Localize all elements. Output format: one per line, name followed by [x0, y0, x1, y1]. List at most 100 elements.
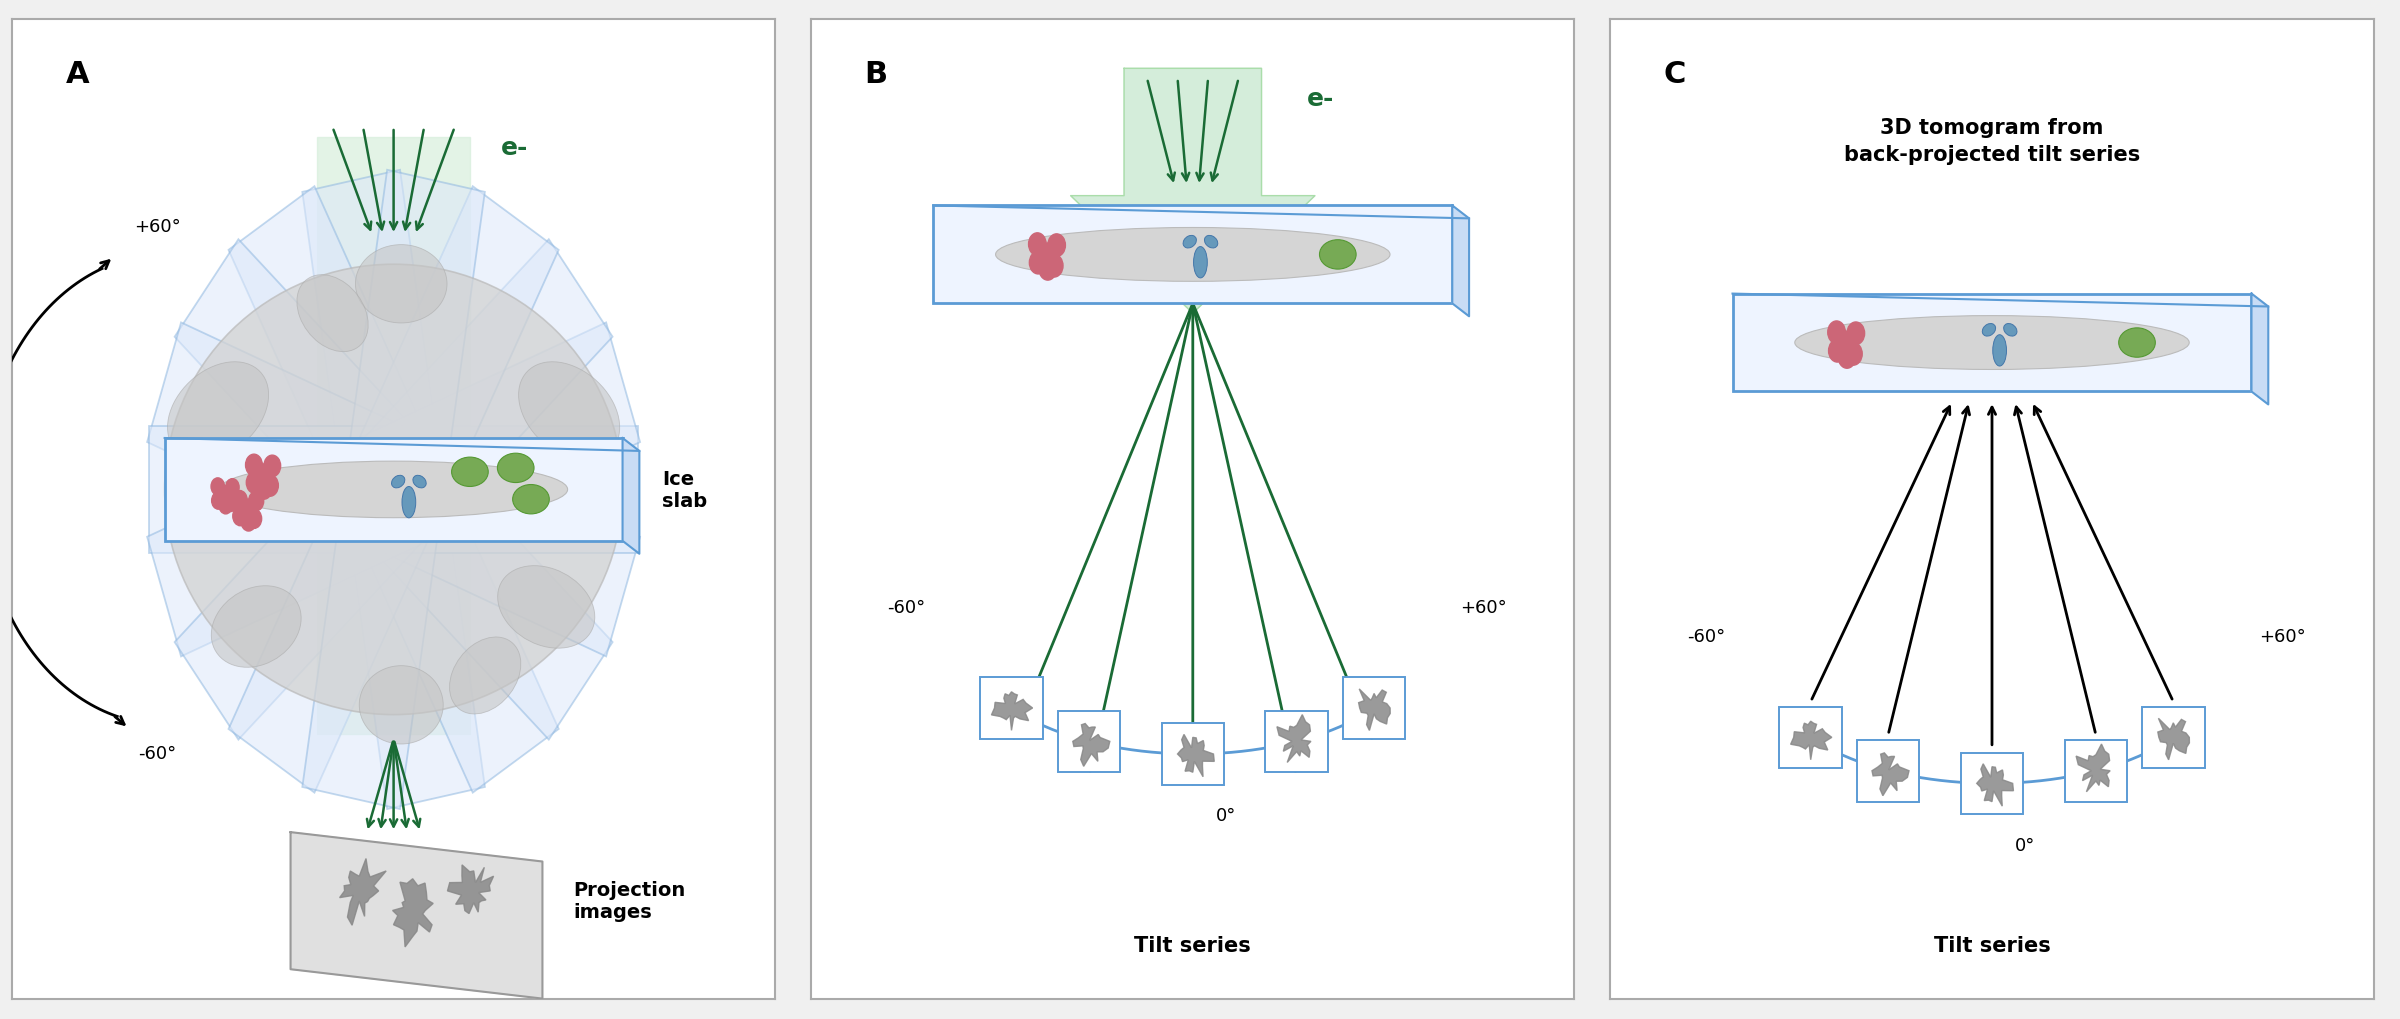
- Polygon shape: [1358, 689, 1390, 731]
- Text: e-: e-: [502, 136, 528, 160]
- Circle shape: [211, 492, 226, 510]
- Ellipse shape: [1193, 248, 1207, 278]
- Text: A: A: [65, 59, 89, 89]
- Ellipse shape: [1992, 335, 2006, 367]
- Ellipse shape: [514, 485, 550, 515]
- Ellipse shape: [1205, 236, 1217, 249]
- Ellipse shape: [1795, 316, 2189, 370]
- Circle shape: [223, 495, 238, 512]
- Ellipse shape: [2004, 324, 2016, 336]
- Ellipse shape: [168, 363, 269, 461]
- Circle shape: [250, 492, 264, 512]
- Polygon shape: [1790, 721, 1831, 760]
- FancyBboxPatch shape: [1961, 753, 2023, 814]
- Ellipse shape: [1183, 236, 1195, 249]
- Circle shape: [1829, 322, 1846, 344]
- Circle shape: [245, 454, 262, 476]
- Circle shape: [226, 479, 240, 496]
- Circle shape: [240, 499, 257, 520]
- Circle shape: [1848, 323, 1865, 345]
- Circle shape: [264, 455, 281, 477]
- Polygon shape: [228, 187, 559, 793]
- Polygon shape: [991, 692, 1032, 731]
- FancyBboxPatch shape: [1733, 294, 2251, 392]
- Ellipse shape: [360, 666, 444, 744]
- FancyBboxPatch shape: [166, 438, 622, 541]
- Circle shape: [240, 513, 257, 532]
- Polygon shape: [1452, 206, 1469, 317]
- Polygon shape: [175, 240, 612, 740]
- Text: 0°: 0°: [2016, 836, 2035, 854]
- Circle shape: [1039, 244, 1056, 266]
- Ellipse shape: [451, 458, 487, 487]
- Text: -60°: -60°: [137, 744, 175, 762]
- Text: Ice
slab: Ice slab: [662, 470, 708, 511]
- Polygon shape: [228, 187, 559, 793]
- Polygon shape: [290, 833, 542, 999]
- Circle shape: [1846, 343, 1862, 366]
- Text: -60°: -60°: [1687, 628, 1726, 646]
- Circle shape: [1838, 346, 1855, 369]
- Text: e-: e-: [1308, 87, 1334, 111]
- Polygon shape: [446, 865, 494, 914]
- FancyBboxPatch shape: [2064, 740, 2126, 802]
- Ellipse shape: [996, 228, 1390, 282]
- Circle shape: [1039, 258, 1056, 281]
- Text: -60°: -60°: [888, 598, 926, 616]
- Circle shape: [211, 478, 226, 495]
- Circle shape: [1030, 233, 1046, 256]
- FancyBboxPatch shape: [979, 678, 1042, 739]
- Polygon shape: [175, 240, 612, 740]
- Circle shape: [254, 465, 271, 486]
- FancyBboxPatch shape: [1858, 740, 1920, 802]
- Circle shape: [1046, 255, 1063, 278]
- Circle shape: [247, 510, 262, 529]
- Circle shape: [218, 486, 233, 503]
- Text: C: C: [1663, 59, 1687, 89]
- FancyBboxPatch shape: [1162, 723, 1224, 785]
- Circle shape: [233, 506, 247, 526]
- Text: 0°: 0°: [1217, 807, 1236, 824]
- Circle shape: [262, 475, 278, 497]
- Polygon shape: [1978, 764, 2014, 806]
- Circle shape: [1049, 234, 1066, 257]
- Ellipse shape: [211, 586, 300, 667]
- Ellipse shape: [166, 265, 622, 715]
- FancyBboxPatch shape: [2143, 707, 2206, 768]
- Ellipse shape: [413, 476, 427, 488]
- Ellipse shape: [1982, 324, 1994, 336]
- Polygon shape: [394, 878, 432, 947]
- Polygon shape: [317, 138, 470, 735]
- Polygon shape: [149, 426, 638, 553]
- Text: +60°: +60°: [134, 218, 180, 235]
- Circle shape: [233, 491, 247, 511]
- Ellipse shape: [449, 637, 521, 714]
- Text: Tilt series: Tilt series: [1135, 934, 1250, 955]
- Text: +60°: +60°: [2258, 628, 2306, 646]
- FancyBboxPatch shape: [1265, 711, 1327, 772]
- Text: Projection
images: Projection images: [574, 880, 686, 921]
- Text: +60°: +60°: [1459, 598, 1507, 616]
- Text: Tilt series: Tilt series: [1934, 934, 2050, 955]
- Text: 3D tomogram from
back-projected tilt series: 3D tomogram from back-projected tilt ser…: [1843, 118, 2141, 164]
- Polygon shape: [1277, 715, 1310, 762]
- Polygon shape: [146, 323, 641, 657]
- Ellipse shape: [1320, 240, 1356, 270]
- Ellipse shape: [497, 453, 535, 483]
- Polygon shape: [1872, 753, 1908, 796]
- Ellipse shape: [2119, 328, 2155, 358]
- Ellipse shape: [355, 246, 446, 324]
- Circle shape: [247, 473, 264, 494]
- Polygon shape: [2251, 294, 2268, 405]
- Polygon shape: [2158, 718, 2189, 760]
- Polygon shape: [302, 170, 485, 809]
- Polygon shape: [302, 170, 485, 809]
- Ellipse shape: [497, 567, 595, 648]
- FancyBboxPatch shape: [1778, 707, 1841, 768]
- Polygon shape: [1073, 723, 1109, 766]
- Text: B: B: [864, 59, 888, 89]
- FancyBboxPatch shape: [934, 206, 1452, 304]
- FancyBboxPatch shape: [1058, 711, 1121, 772]
- Ellipse shape: [401, 487, 415, 519]
- Polygon shape: [622, 438, 638, 554]
